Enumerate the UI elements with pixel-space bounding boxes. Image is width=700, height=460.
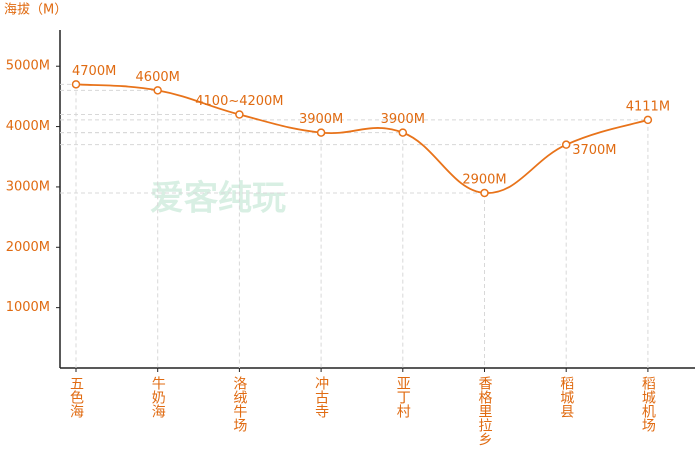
y-tick-label: 4000M	[6, 119, 50, 134]
point	[316, 128, 326, 137]
data-label: 3900M	[381, 112, 425, 127]
y-tick-label: 5000M	[6, 59, 50, 74]
point	[643, 115, 653, 125]
watermark: 爱客纯玩	[150, 179, 286, 219]
y-tick-label: 2000M	[6, 240, 50, 255]
x-tick-label: 香格里拉乡	[477, 376, 493, 446]
data-label: 3900M	[299, 112, 343, 127]
point	[71, 80, 81, 89]
x-tick-label: 亚丁村	[395, 376, 411, 418]
x-tick-label: 稻城县	[558, 376, 574, 418]
x-tick-label: 牛奶海	[150, 376, 166, 418]
point	[235, 110, 244, 119]
x-tick-label: 稻城机场	[640, 376, 656, 433]
x-tick-label: 洛绒牛场	[231, 376, 247, 433]
line	[75, 83, 649, 194]
data-label: 2900M	[462, 172, 506, 187]
data-label: 4600M	[136, 70, 180, 85]
point	[480, 188, 489, 198]
point	[561, 140, 571, 149]
y-axis-title: 海拔（M）	[4, 3, 67, 18]
data-label: 3700M	[572, 143, 616, 158]
x-tick-label: 五色海	[68, 376, 84, 418]
point	[398, 128, 408, 137]
data-label: 4111M	[626, 99, 670, 114]
y-tick-label: 1000M	[6, 300, 50, 315]
data-label: 4100~4200M	[195, 94, 283, 109]
y-tick-label: 3000M	[6, 179, 50, 194]
point	[153, 86, 162, 95]
x-tick-label: 冲古寺	[313, 376, 329, 418]
data-label: 4700M	[72, 64, 116, 79]
